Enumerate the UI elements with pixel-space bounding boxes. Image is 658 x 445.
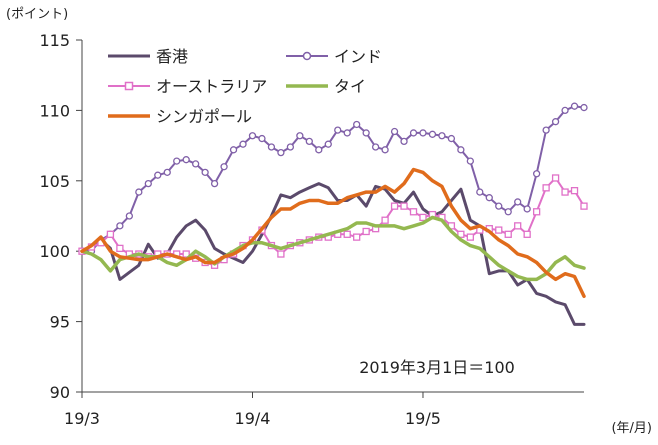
data-point-1 — [419, 129, 427, 137]
data-point-2 — [580, 202, 588, 210]
data-point-1 — [315, 146, 323, 154]
data-point-2 — [182, 250, 190, 258]
data-point-1 — [229, 146, 238, 154]
data-point-1 — [343, 129, 351, 137]
data-point-1 — [277, 148, 285, 157]
data-point-2 — [561, 188, 569, 196]
data-point-2 — [504, 230, 512, 238]
data-point-1 — [258, 134, 266, 143]
data-point-2 — [400, 202, 408, 210]
legend-label: オーストラリア — [156, 77, 267, 96]
data-point-1 — [514, 198, 522, 206]
data-point-1 — [457, 146, 465, 154]
data-point-1 — [173, 157, 181, 165]
data-point-2 — [419, 213, 427, 222]
data-point-2 — [466, 233, 474, 241]
data-point-1 — [334, 126, 342, 134]
data-point-1 — [504, 208, 512, 216]
data-point-1 — [154, 171, 162, 179]
data-point-2 — [532, 208, 541, 216]
data-point-2 — [495, 226, 503, 234]
series-line-3 — [80, 215, 586, 282]
data-point-1 — [144, 179, 152, 188]
data-point-1 — [532, 170, 541, 178]
data-point-1 — [570, 102, 579, 110]
data-point-1 — [381, 146, 389, 154]
data-point-1 — [542, 126, 550, 134]
data-point-2 — [523, 230, 531, 238]
y-unit-label: (ポイント) — [6, 7, 68, 22]
data-point-2 — [106, 230, 115, 238]
y-tick-label: 110 — [39, 101, 70, 120]
data-point-2 — [116, 244, 124, 253]
data-point-2 — [542, 184, 550, 192]
data-point-1 — [286, 143, 295, 151]
data-point-1 — [125, 212, 134, 220]
data-point-2 — [551, 174, 560, 182]
x-tick-label: 19/5 — [405, 409, 441, 428]
data-point-2 — [390, 202, 399, 210]
data-point-1 — [116, 222, 124, 230]
legend-marker — [302, 51, 312, 61]
y-tick-label: 100 — [39, 242, 70, 261]
data-point-1 — [466, 157, 474, 165]
data-point-1 — [580, 103, 588, 112]
data-point-2 — [409, 208, 418, 216]
data-point-1 — [371, 143, 380, 151]
data-point-1 — [390, 127, 399, 136]
data-point-2 — [343, 230, 351, 238]
data-point-1 — [353, 120, 361, 129]
data-point-1 — [400, 137, 408, 146]
legend-label: シンガポール — [156, 107, 252, 126]
data-point-2 — [514, 222, 522, 230]
data-point-1 — [192, 160, 200, 168]
legend-marker — [124, 81, 134, 91]
y-tick-label: 95 — [50, 313, 70, 332]
data-point-1 — [523, 205, 531, 213]
data-point-1 — [135, 188, 143, 196]
data-point-2 — [381, 216, 389, 224]
data-point-1 — [551, 118, 560, 126]
x-tick-label: 19/4 — [235, 409, 271, 428]
data-point-1 — [220, 163, 228, 171]
y-tick-label: 90 — [50, 383, 70, 402]
data-point-2 — [570, 187, 579, 195]
legend-label: タイ — [334, 77, 366, 96]
data-point-1 — [561, 106, 569, 115]
legend-label: インド — [334, 47, 382, 66]
base-annotation: 2019年3月1日＝100 — [359, 358, 515, 377]
data-point-1 — [296, 132, 304, 140]
data-point-1 — [248, 132, 257, 140]
legend-label: 香港 — [156, 47, 188, 66]
x-tick-label: 19/3 — [64, 409, 100, 428]
data-point-2 — [277, 250, 285, 258]
data-point-1 — [324, 140, 332, 148]
data-point-2 — [457, 230, 465, 238]
data-point-1 — [495, 202, 503, 210]
data-point-2 — [353, 233, 361, 241]
data-point-1 — [485, 194, 493, 202]
data-point-1 — [267, 143, 276, 151]
data-point-1 — [438, 132, 446, 140]
data-point-1 — [239, 140, 247, 148]
data-point-1 — [182, 156, 190, 164]
data-point-1 — [362, 129, 370, 137]
data-point-1 — [163, 168, 171, 177]
series-line-4 — [80, 167, 586, 299]
data-point-1 — [305, 137, 313, 146]
data-point-1 — [210, 179, 219, 188]
x-unit-label: (年/月) — [611, 421, 652, 436]
y-tick-label: 115 — [39, 31, 70, 50]
data-point-1 — [428, 130, 437, 138]
data-point-2 — [362, 227, 370, 236]
data-point-1 — [447, 134, 456, 143]
data-point-1 — [201, 168, 209, 177]
y-tick-label: 105 — [39, 172, 70, 191]
data-point-1 — [409, 129, 418, 137]
data-point-1 — [476, 188, 484, 196]
